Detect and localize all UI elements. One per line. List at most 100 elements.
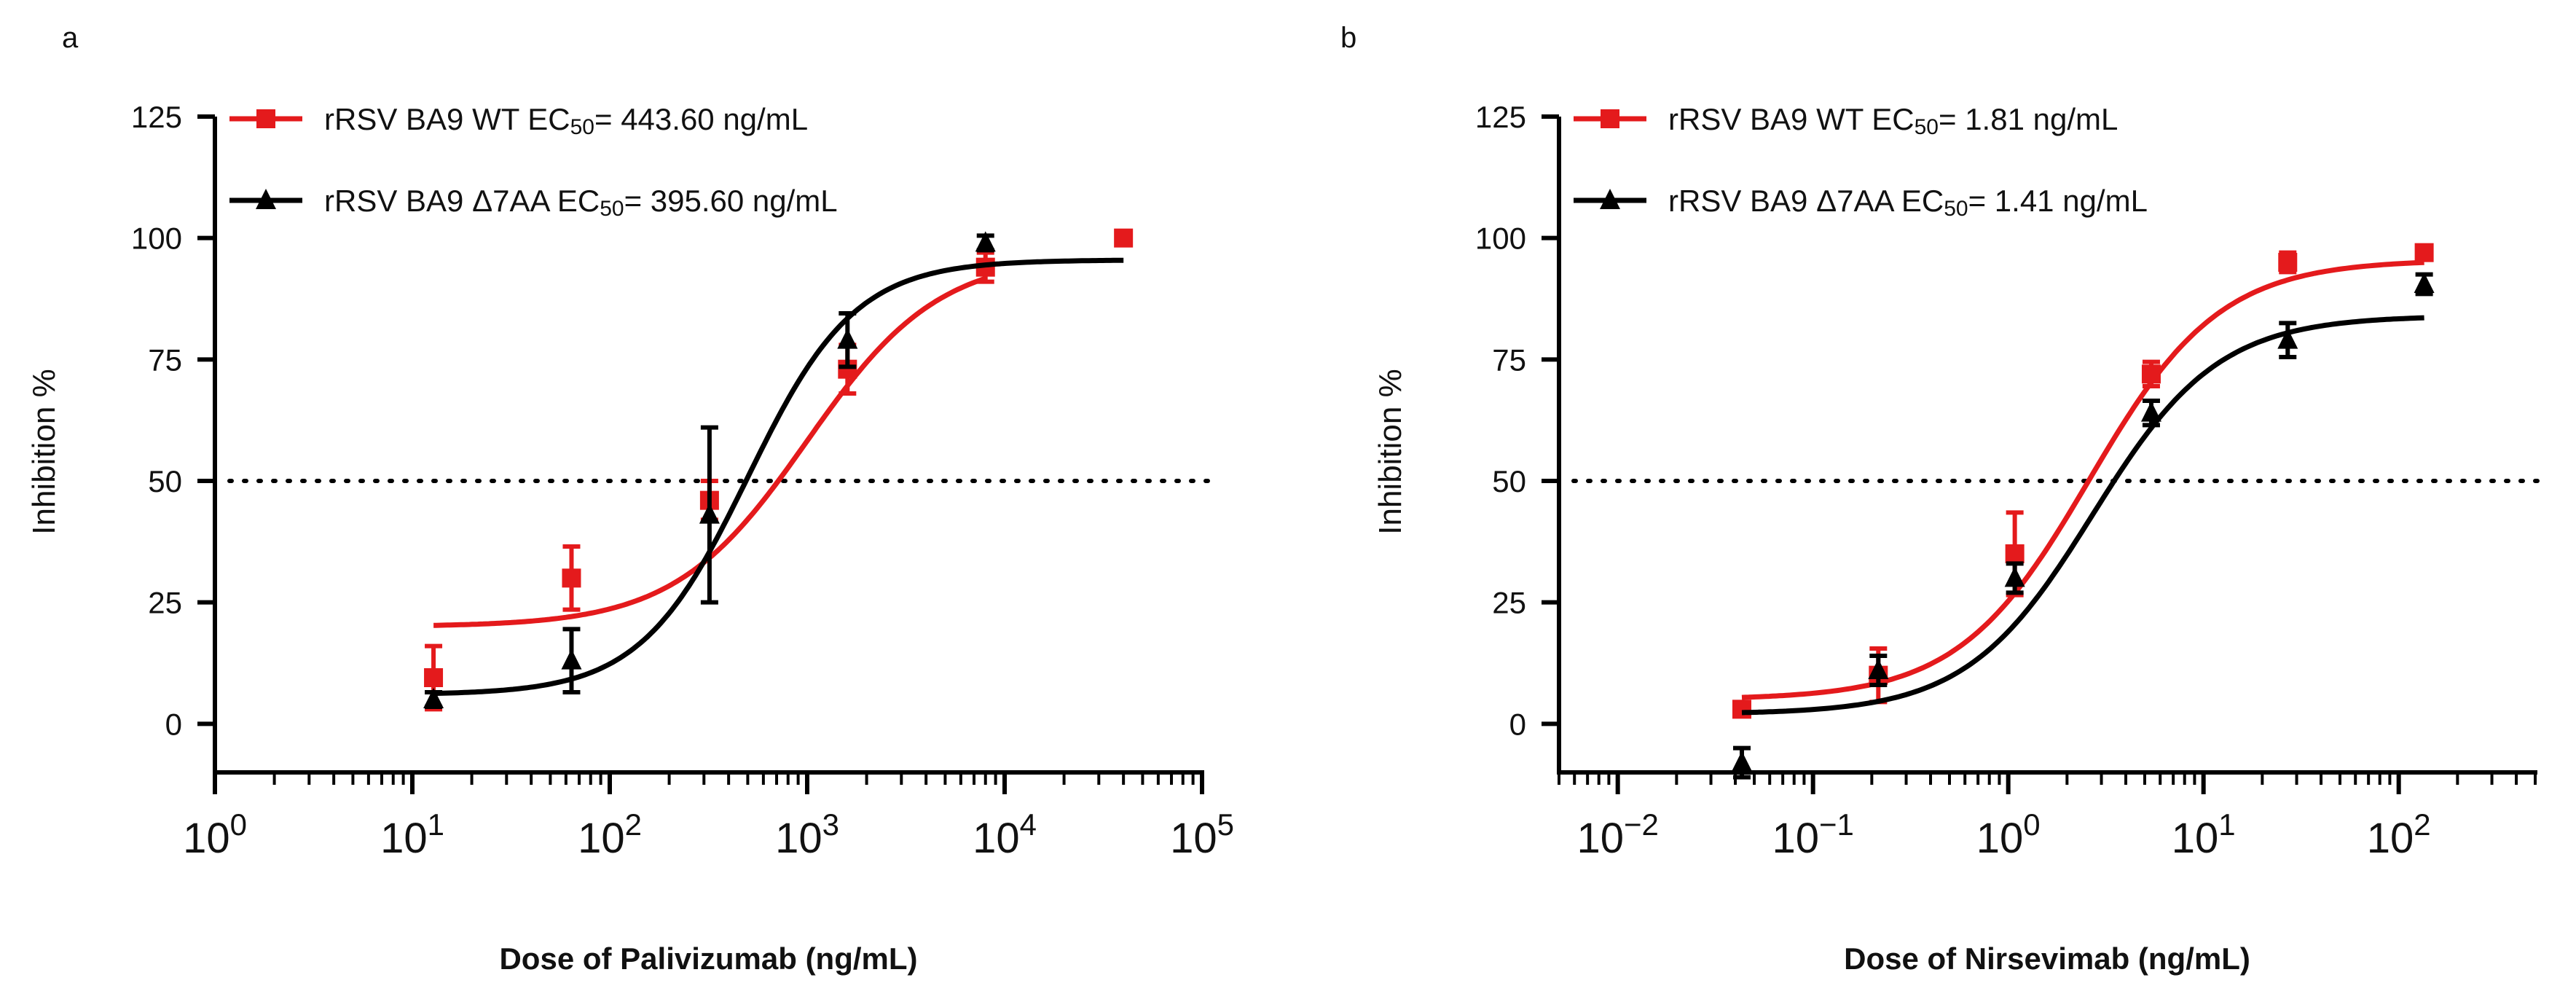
x-tick-label: 101 [380,807,444,862]
x-tick-base: 10 [2367,815,2414,862]
legend-marker-triangle [1600,189,1620,209]
legend-marker-triangle [256,189,276,209]
data-point-square [2414,243,2434,262]
data-point-square [1114,228,1134,248]
x-tick-label: 103 [775,807,839,862]
y-tick-label: 50 [148,464,182,498]
x-tick-base: 10 [1170,815,1217,862]
y-tick-label: 75 [148,342,182,377]
data-point-square [424,668,444,687]
data-point-triangle [2004,566,2025,587]
data-point-square [1732,700,1751,719]
y-tick-label: 25 [148,586,182,620]
legend-label: rRSV BA9 Δ7AA EC50= 1.41 ng/mL [1668,184,2148,221]
legend-entry-1: rRSV BA9 Δ7AA EC50= 395.60 ng/mL [229,184,838,221]
x-tick-label: 10−2 [1576,807,1658,862]
y-tick-label: 100 [1475,222,1526,256]
x-tick-exponent: 3 [822,807,839,842]
y-tick-label: 125 [131,100,182,134]
x-tick-label: 104 [973,807,1037,862]
legend-ec50-value: = 1.41 ng/mL [1968,184,2148,218]
x-tick-label: 100 [183,807,247,862]
y-tick-label: 0 [1509,707,1526,741]
x-tick-base: 10 [2172,815,2219,862]
series-1 [1731,272,2435,780]
data-point-square [2278,253,2298,272]
legend-series-name: rRSV BA9 WT EC [1668,102,1915,136]
legend-subscript: 50 [1915,115,1939,139]
legend-series-name: rRSV BA9 Δ7AA EC [1668,184,1944,218]
fit-curve [1741,259,2424,700]
legend-marker-square [256,109,275,128]
panel-label: a [62,22,79,54]
x-tick-exponent: 2 [625,807,642,842]
fit-curve [1741,315,2424,716]
legend-entry-1: rRSV BA9 Δ7AA EC50= 1.41 ng/mL [1574,184,2148,221]
panel-label: b [1340,22,1356,54]
y-axis-title: Inhibition % [1373,369,1408,534]
x-tick-base: 10 [1576,815,1624,862]
legend-subscript: 50 [570,115,594,139]
data-point-triangle [1731,751,1752,772]
data-point-square [2005,544,2025,563]
legend-label: rRSV BA9 Δ7AA EC50= 395.60 ng/mL [324,184,838,221]
x-tick-exponent: 4 [1020,807,1037,842]
x-tick-base: 10 [1772,815,1819,862]
data-point-triangle [837,328,858,349]
series-1 [423,231,1124,709]
x-tick-label: 105 [1170,807,1234,862]
legend-entry-0: rRSV BA9 WT EC50= 443.60 ng/mL [229,102,808,139]
y-tick-label: 50 [1492,464,1526,498]
data-point-triangle [699,503,720,524]
legend-series-name: rRSV BA9 Δ7AA EC [324,184,600,218]
y-tick-label: 125 [1475,100,1526,134]
x-tick-exponent: 1 [2218,807,2235,842]
legend-series-name: rRSV BA9 WT EC [324,102,570,136]
x-tick-label: 102 [2367,807,2431,862]
x-tick-exponent: 5 [1217,807,1234,842]
data-point-triangle [561,649,582,670]
legend-ec50-value: = 395.60 ng/mL [624,184,838,218]
x-axis-title: Dose of Nirsevimab (ng/mL) [1844,941,2250,976]
x-tick-exponent: 0 [230,807,247,842]
y-tick-label: 75 [1492,342,1526,377]
x-tick-base: 10 [578,815,625,862]
legend-label: rRSV BA9 WT EC50= 1.81 ng/mL [1668,102,2118,139]
legend-marker-square [1601,109,1619,128]
data-point-triangle [423,688,444,708]
x-tick-base: 10 [775,815,822,862]
data-point-triangle [2414,273,2435,293]
data-point-triangle [1868,659,1889,679]
y-tick-label: 25 [1492,586,1526,620]
x-tick-exponent: −2 [1624,807,1659,842]
data-point-triangle [975,231,996,252]
legend-subscript: 50 [600,197,624,221]
y-tick-label: 100 [131,222,182,256]
x-tick-exponent: 1 [428,807,444,842]
legend-subscript: 50 [1944,197,1968,221]
fit-curve [433,257,1124,697]
series-0 [1732,243,2434,719]
x-tick-label: 102 [578,807,642,862]
data-point-square [2141,364,2161,384]
y-tick-label: 0 [165,707,182,741]
x-tick-label: 100 [1976,807,2041,862]
x-tick-label: 10−1 [1772,807,1853,862]
x-tick-base: 10 [1976,815,2024,862]
data-point-square [562,568,581,588]
series-0 [424,228,1134,712]
x-tick-base: 10 [380,815,428,862]
data-point-triangle [2140,401,2161,422]
legend-ec50-value: = 1.81 ng/mL [1939,102,2118,136]
x-axis-title: Dose of Palivizumab (ng/mL) [499,941,917,976]
legend-label: rRSV BA9 WT EC50= 443.60 ng/mL [324,102,808,139]
data-point-triangle [2277,328,2298,349]
x-tick-exponent: −1 [1819,807,1854,842]
x-tick-exponent: 0 [2023,807,2040,842]
x-tick-label: 101 [2172,807,2236,862]
x-tick-base: 10 [183,815,230,862]
legend-entry-0: rRSV BA9 WT EC50= 1.81 ng/mL [1574,102,2118,139]
y-axis-title: Inhibition % [26,369,62,534]
